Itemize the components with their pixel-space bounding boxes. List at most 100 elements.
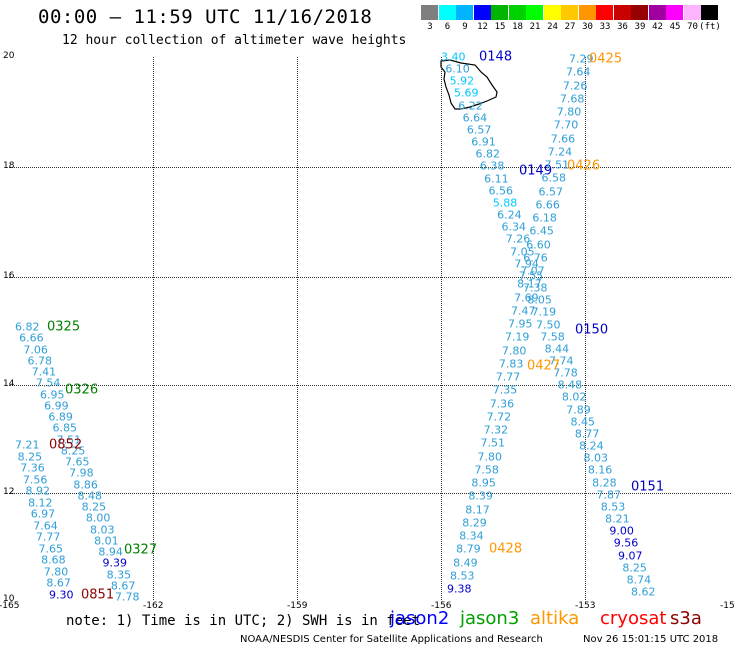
wave-height-value: 6.64	[462, 111, 488, 125]
legend-jason3: jason3	[460, 608, 520, 629]
wave-height-value: 6.95	[40, 388, 65, 401]
wave-height-value: 7.19	[531, 305, 557, 319]
wave-height-value: 7.69	[514, 291, 539, 304]
wave-height-value: 7.70	[553, 118, 579, 132]
wave-height-value: 7.50	[536, 318, 561, 331]
wave-height-value: 8.03	[583, 451, 609, 465]
grid-line-vertical	[441, 57, 442, 600]
wave-height-value: 7.78	[553, 366, 578, 380]
track-time-label: 0149	[519, 163, 553, 179]
colorbar-label: 36	[617, 22, 628, 32]
wave-height-value: 8.12	[28, 496, 53, 510]
colorbar-swatch	[473, 5, 491, 20]
grid-line-vertical	[153, 57, 154, 600]
colorbar-swatch	[701, 5, 718, 20]
wave-height-value: 8.48	[77, 489, 103, 503]
wave-height-value: 6.78	[27, 354, 53, 368]
wave-height-value: 6.57	[538, 185, 564, 198]
wave-height-value: 8.17	[517, 277, 542, 291]
track-time-label: 0150	[575, 322, 609, 338]
wave-height-value: 8.02	[561, 390, 587, 404]
wave-height-value: 8.00	[85, 511, 111, 525]
wave-height-value: 6.82	[475, 147, 501, 161]
colorbar-swatch	[421, 5, 438, 20]
wave-height-value: 6.45	[529, 224, 554, 238]
y-tick-label: 14	[3, 379, 15, 389]
page-title: 00:00 – 11:59 UTC 11/16/2018	[38, 6, 373, 28]
wave-height-value: 7.64	[33, 519, 58, 533]
wave-height-value: 7.74	[548, 354, 574, 368]
colorbar-swatch	[648, 5, 666, 20]
wave-height-value: 8.17	[465, 503, 490, 516]
colorbar-swatch	[613, 5, 631, 20]
colorbar-label: 6	[444, 22, 451, 32]
wave-height-value: 8.03	[90, 523, 115, 536]
grid-line-horizontal	[9, 493, 731, 494]
legend-note: note: 1) Time is in UTC; 2) SWH is in fe…	[66, 613, 421, 629]
x-tick-label: -15	[720, 601, 735, 611]
wave-height-value: 8.53	[450, 569, 475, 583]
wave-height-value: 7.95	[508, 317, 533, 331]
track-time-label: 0428	[489, 541, 523, 557]
wave-height-value: 7.89	[566, 403, 591, 417]
wave-height-value: 6.10	[445, 62, 470, 76]
wave-height-value: 6.99	[44, 399, 69, 413]
track-time-label: 0325	[47, 319, 81, 335]
wave-height-value: 7.29	[569, 52, 594, 66]
wave-height-value: 7.26	[562, 79, 588, 92]
wave-height-value: 7.94	[514, 257, 539, 271]
track-time-label: 0326	[65, 382, 99, 398]
wave-height-value: 8.86	[73, 478, 98, 491]
wave-height-value: 6.56	[488, 184, 514, 198]
wave-height-value: 6.57	[466, 123, 492, 137]
grid-line-vertical	[297, 57, 298, 600]
colorbar-label: 27	[564, 22, 576, 32]
y-tick-label: 12	[3, 487, 15, 497]
wave-height-value: 6.89	[48, 410, 73, 424]
wave-height-value: 6.24	[497, 208, 522, 222]
wave-height-value: 9.39	[102, 556, 128, 570]
wave-height-value: 9.30	[49, 588, 74, 602]
colorbar-swatch	[683, 5, 701, 20]
wave-height-value: 6.82	[15, 320, 40, 334]
wave-height-value: 6.18	[532, 211, 557, 225]
x-tick-label: -162	[143, 601, 164, 611]
wave-height-value: 7.05	[510, 245, 535, 259]
wave-height-value: 7.83	[498, 357, 524, 371]
wave-height-value: 8.21	[605, 512, 630, 526]
colorbar-label: 12	[477, 22, 488, 32]
wave-height-value: 7.38	[523, 281, 548, 295]
colorbar-label: 33	[599, 22, 611, 32]
colorbar-swatch	[578, 5, 596, 20]
wave-height-value: 7.58	[540, 330, 565, 344]
colorbar-swatch	[543, 5, 561, 20]
wave-height-value: 6.85	[52, 421, 78, 435]
colorbar-swatch	[491, 5, 508, 20]
wave-height-value: 6.58	[541, 171, 567, 185]
x-tick-label: -156	[431, 601, 452, 611]
y-tick-label: 18	[3, 161, 15, 171]
wave-height-value: 9.56	[613, 536, 639, 550]
wave-height-value: 8.45	[570, 415, 596, 429]
wave-height-value: 8.44	[544, 342, 570, 356]
colorbar-swatch	[508, 5, 526, 20]
wave-height-value: 7.51	[56, 433, 82, 446]
wave-height-value: 7.56	[22, 473, 48, 487]
grid-line-horizontal	[9, 385, 731, 386]
wave-height-value: 8.74	[626, 573, 652, 587]
colorbar-swatch	[456, 5, 473, 20]
wave-height-value: 8.01	[94, 534, 119, 548]
wave-height-value: 7.80	[477, 450, 503, 463]
wave-height-value: 6.91	[471, 135, 496, 149]
wave-height-value: 7.66	[550, 132, 576, 145]
track-time-label: 0427	[527, 358, 561, 374]
grid-line-horizontal	[9, 277, 731, 278]
legend-cryosat: cryosat	[600, 608, 667, 629]
wave-height-value: 8.95	[471, 476, 496, 490]
colorbar-label: 24	[547, 22, 558, 32]
wave-height-value: 3.40	[441, 50, 466, 64]
wave-height-value: 7.32	[483, 423, 509, 437]
page-subtitle: 12 hour collection of altimeter wave hei…	[62, 33, 407, 48]
wave-height-value: 7.87	[596, 488, 621, 502]
footer-timestamp: Nov 26 15:01:15 UTC 2018	[583, 634, 719, 645]
